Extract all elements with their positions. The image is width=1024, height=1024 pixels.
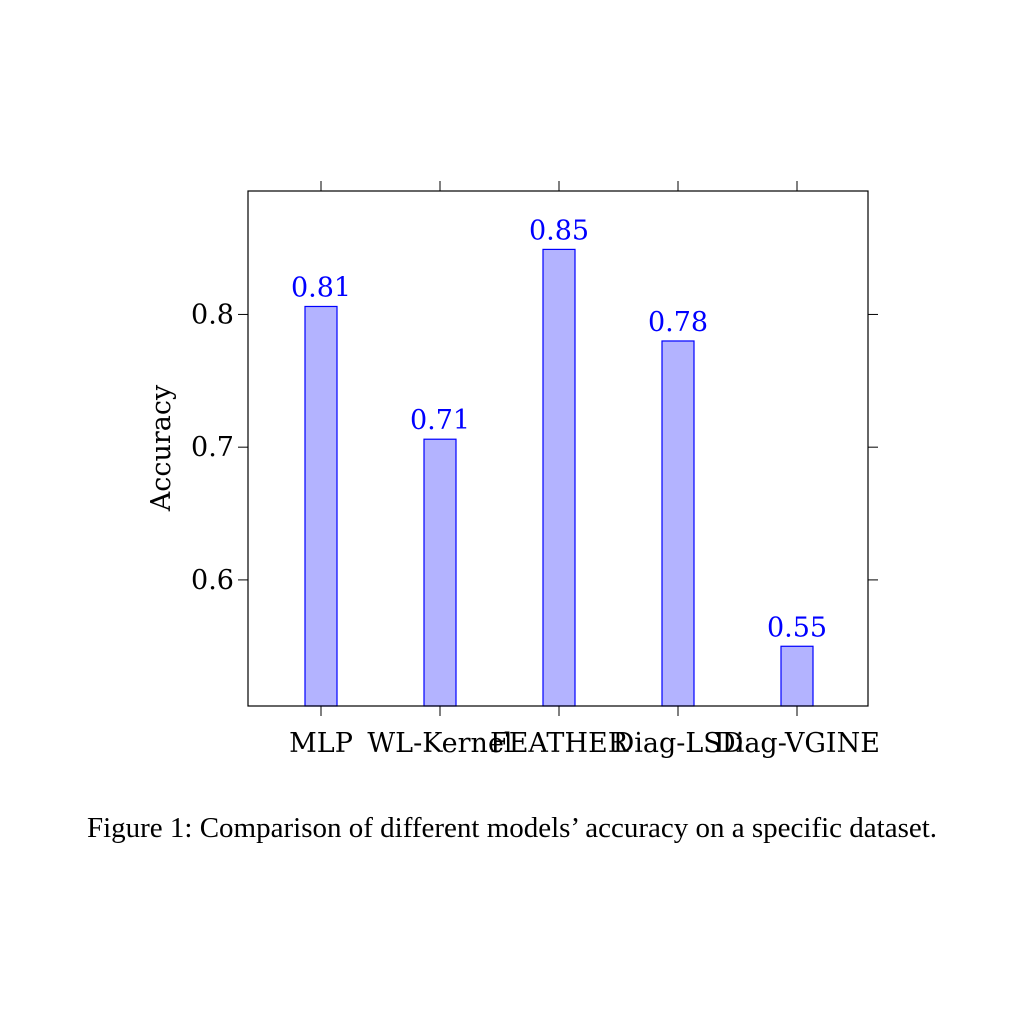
plot-area: 0.6 0.7 0.8 MLP WL-KernelFEATHERDiag-LSDDiag…: [191, 181, 880, 759]
bar-wl-kernel: [423, 438, 457, 707]
x-tick-label: Diag-LSD: [613, 728, 744, 759]
bar-diag-vgine: [780, 645, 814, 707]
data-label: 0.78: [648, 307, 708, 338]
bar-feather: [542, 248, 576, 707]
plot-frame: [247, 190, 869, 707]
y-tick-label: 0.7: [191, 432, 234, 463]
figure-caption: Figure 1: Comparison of different models…: [86, 812, 938, 844]
data-label: 0.85: [529, 215, 589, 246]
y-tick-label: 0.8: [191, 299, 234, 330]
x-tick-label: WL-Kernel: [367, 728, 512, 759]
x-tick-label: MLP: [289, 728, 353, 759]
data-label: 0.55: [767, 612, 827, 643]
x-tick-label: Diag-VGINE: [714, 728, 880, 759]
y-axis-label: Accuracy: [146, 384, 177, 512]
bar-mlp: [304, 305, 338, 707]
data-label: 0.71: [410, 405, 470, 436]
data-label: 0.81: [291, 272, 351, 303]
bar-diag-lsd: [661, 340, 695, 707]
x-tick-label: FEATHER: [490, 728, 629, 759]
y-tick-label: 0.6: [191, 565, 234, 596]
